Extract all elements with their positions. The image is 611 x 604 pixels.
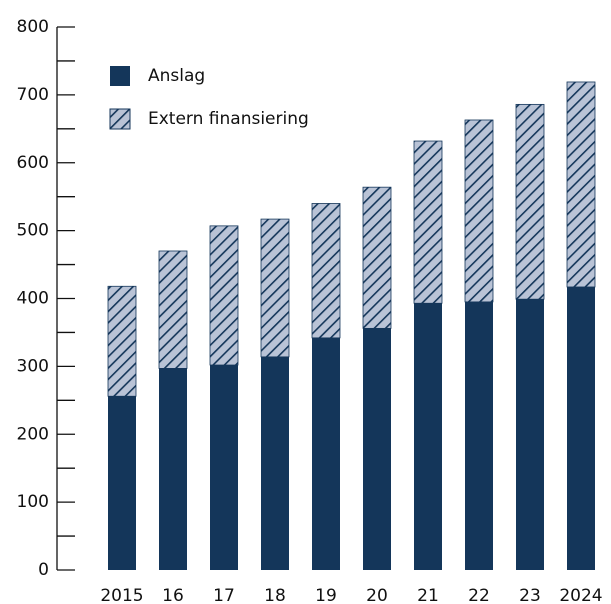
bar-segment xyxy=(414,303,442,570)
x-tick-label: 22 xyxy=(468,586,490,604)
x-tick-label: 20 xyxy=(366,586,388,604)
x-tick-label: 2024 xyxy=(559,586,602,604)
y-tick-label: 300 xyxy=(17,356,49,376)
y-tick-label: 400 xyxy=(17,289,49,309)
y-tick-label: 700 xyxy=(17,85,49,105)
legend-swatch xyxy=(110,66,130,86)
bar-segment xyxy=(567,286,595,570)
bar-segment xyxy=(210,365,238,570)
bar-segment xyxy=(362,186,392,329)
bar-segment xyxy=(311,203,341,339)
bar-segment xyxy=(516,299,544,570)
bar-segment xyxy=(515,103,545,300)
bar-segment xyxy=(413,140,443,304)
y-tick-label: 600 xyxy=(17,153,49,173)
y-tick-label: 100 xyxy=(17,492,49,512)
y-tick-label: 200 xyxy=(17,424,49,444)
x-tick-label: 16 xyxy=(162,586,184,604)
bar-segment xyxy=(158,250,188,369)
bar-segment xyxy=(107,285,137,397)
bar-segment xyxy=(260,218,290,358)
x-tick-label: 19 xyxy=(315,586,337,604)
legend-label: Extern finansiering xyxy=(148,109,309,129)
legend-label: Anslag xyxy=(148,66,205,86)
bar-segment xyxy=(159,368,187,570)
bar-segment xyxy=(566,81,596,288)
bar-segment xyxy=(261,356,289,570)
bar-segment xyxy=(465,301,493,570)
x-tick-label: 18 xyxy=(264,586,286,604)
x-tick-label: 23 xyxy=(519,586,541,604)
legend-swatch xyxy=(109,108,131,130)
bar-segment xyxy=(464,119,494,303)
bar-segment xyxy=(209,225,239,366)
y-tick-label: 800 xyxy=(17,17,49,37)
x-tick-label: 2015 xyxy=(100,586,143,604)
bar-segment xyxy=(108,396,136,570)
bar-segment xyxy=(312,337,340,570)
y-tick-label: 0 xyxy=(38,560,49,580)
y-tick-label: 500 xyxy=(17,221,49,241)
x-tick-label: 17 xyxy=(213,586,235,604)
bar-segment xyxy=(363,328,391,570)
x-tick-label: 21 xyxy=(417,586,439,604)
